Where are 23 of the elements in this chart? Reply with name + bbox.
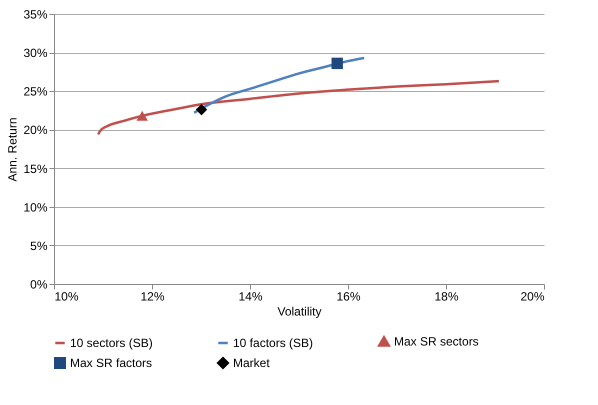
x-axis-title: Volatility: [277, 304, 322, 318]
y-axis-title: Ann. Return: [5, 117, 20, 182]
x-tick-label: 12%: [140, 290, 165, 304]
x-tick-label: 16%: [336, 290, 361, 304]
y-tick-label: 0%: [30, 278, 48, 292]
y-tick-label: 25%: [23, 84, 48, 99]
y-tick-label: 35%: [23, 8, 48, 22]
legend-label: Max SR sectors: [394, 334, 479, 348]
y-tick-label: 5%: [30, 238, 48, 253]
line-series: [96, 80, 500, 136]
x-tick-label: 10%: [54, 290, 79, 304]
y-tick-label: 30%: [23, 46, 48, 60]
x-tick-label: 18%: [434, 290, 459, 304]
y-tick-label: 10%: [23, 200, 48, 214]
x-tick-label: 14%: [238, 290, 263, 304]
legend-label: Max SR factors: [70, 356, 152, 370]
x-tick-label: 20%: [520, 290, 545, 304]
line-series: [192, 56, 366, 114]
legend-label: 10 factors (SB): [233, 336, 314, 350]
legend-label: Market: [233, 356, 270, 370]
y-tick-label: 15%: [23, 162, 48, 176]
legend-label: 10 sectors (SB): [70, 336, 153, 350]
y-tick-label: 20%: [23, 123, 48, 138]
